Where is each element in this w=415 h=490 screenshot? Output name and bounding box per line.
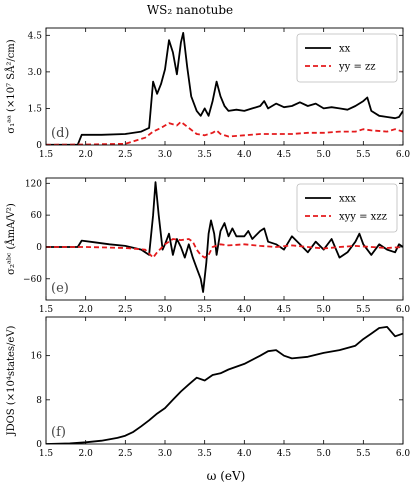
legend-label: xyy = xzz [339,212,387,223]
x-tick-label: 1.5 [39,449,54,459]
x-tick-label: 6.0 [396,305,411,315]
series-line-xyy-xzz [46,238,403,259]
legend-label: xxx [339,194,356,205]
x-tick-label: 4.5 [277,305,292,315]
x-tick-label: 3.5 [198,150,213,160]
plot-frame [45,177,404,301]
panel-label: (d) [51,126,69,141]
y-axis-label: σ₁ᵃᵃ (×10⁷ SÅ²/cm) [5,39,17,133]
legend-label: xx [339,44,351,55]
y-tick-label: 0 [36,440,42,450]
legend-box [296,33,398,83]
x-tick-label: 5.5 [356,150,371,160]
panel-f: 1.5 2.0 2.5 3.0 3.5 4.0 4.5 5.0 5.5 6.0 0 8 16 JDOS (… [6,316,411,459]
x-tick-label: 2.0 [79,449,94,459]
plot-frame [45,316,404,445]
legend-box [296,183,398,233]
y-tick-label: 60 [31,211,43,221]
x-tick-label: 1.5 [39,150,54,160]
y-tick-label: 120 [25,179,42,189]
y-tick-label: 8 [36,396,42,406]
x-tick-label: 5.0 [317,150,332,160]
panel-e: 1.5 2.0 2.5 3.0 3.5 4.0 4.5 5.0 5.5 6.0 −60 0 60 120 σ… [5,177,411,315]
x-tick-label: 3.0 [158,305,173,315]
legend-label: yy = zz [338,62,376,73]
x-tick-label: 6.0 [396,150,411,160]
y-axis-label: σ₂ᵃᵇᶜ (ÅmA/V²) [5,203,17,275]
y-tick-label: 1.5 [28,104,43,114]
x-tick-label: 2.0 [79,150,94,160]
x-tick-label: 3.5 [198,449,213,459]
x-tick-label: 3.0 [158,449,173,459]
series-line-yy-zz [46,120,403,145]
x-tick-label: 4.0 [237,305,252,315]
x-tick-label: 4.5 [277,150,292,160]
panel-d: 1.5 2.0 2.5 3.0 3.5 4.0 4.5 5.0 5.5 6.001.53.04.5… [5,27,411,160]
x-tick-label: 4.5 [277,449,292,459]
y-axis-label: JDOS (×10⁴states/eV) [6,325,17,436]
y-tick-label: 0 [36,243,42,253]
x-tick-label: 2.0 [79,305,94,315]
y-tick-label: −60 [23,275,42,285]
y-tick-label: 16 [31,352,43,362]
x-tick-label: 5.0 [317,305,332,315]
x-tick-label: 3.0 [158,150,173,160]
x-tick-label: 4.0 [237,449,252,459]
figure-title: WS₂ nanotube [147,3,233,17]
x-tick-label: 5.5 [356,449,371,459]
plot-frame [45,27,404,146]
x-tick-label: 2.5 [118,449,133,459]
y-tick-label: 0 [36,141,42,151]
y-tick-label: 3.0 [28,68,43,78]
x-tick-label: 5.5 [356,305,371,315]
panel-label: (e) [51,281,69,296]
x-tick-label: 4.0 [237,150,252,160]
y-tick-label: 4.5 [28,31,43,41]
x-axis-label: ω (eV) [207,469,246,483]
series-line-xxx [46,181,403,293]
series-line-jdos [46,326,403,444]
x-tick-label: 6.0 [396,449,411,459]
x-tick-label: 5.0 [317,449,332,459]
x-tick-label: 1.5 [39,305,54,315]
x-tick-label: 2.5 [118,305,133,315]
series-line-xx [46,32,403,145]
panel-label: (f) [51,425,66,440]
x-tick-label: 3.5 [198,305,213,315]
x-tick-label: 2.5 [118,150,133,160]
